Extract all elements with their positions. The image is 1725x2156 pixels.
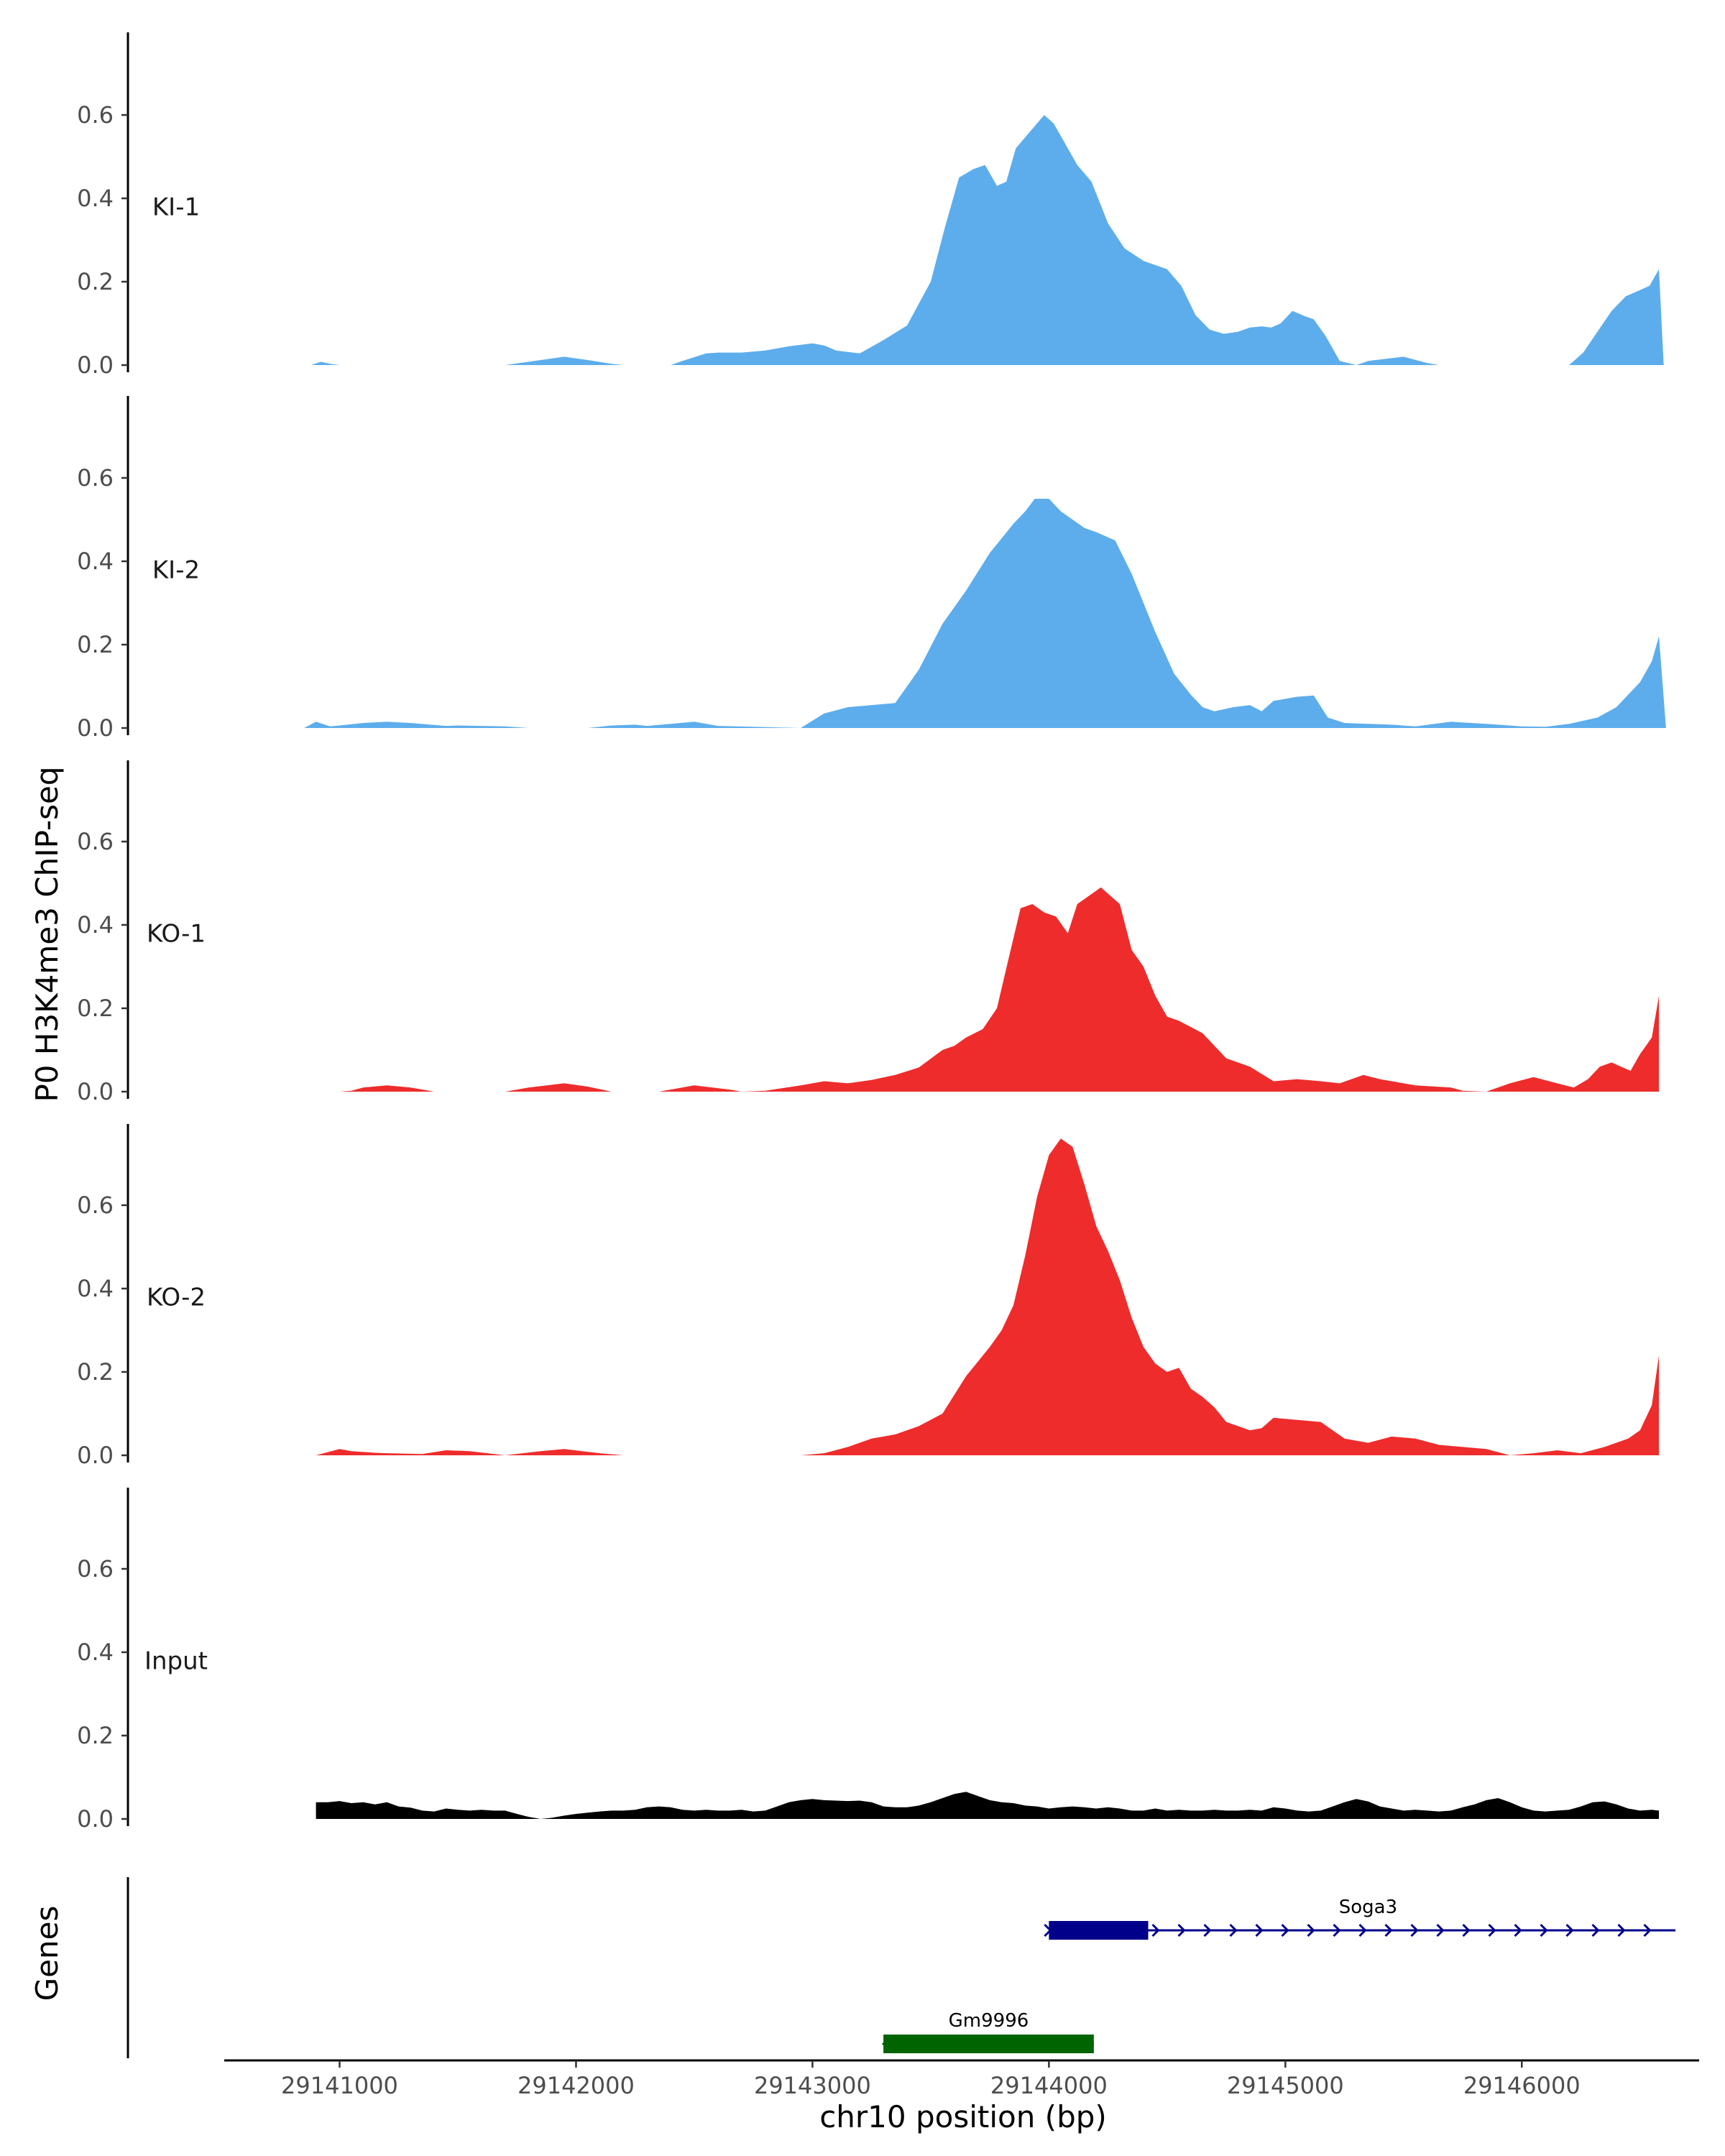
track-ko-1: 0.0 0.2 0.4 0.6 KO-1 (77, 760, 1660, 1105)
y-tick-label: 0.2 (77, 1722, 114, 1749)
strand-arrow-icon (1203, 1923, 1212, 1938)
strand-arrow-icon (1488, 1923, 1496, 1938)
track-label: KO-1 (147, 920, 206, 949)
signal-area (316, 1792, 1660, 1819)
strand-arrow-icon (1358, 1923, 1367, 1938)
strand-arrow-icon (1643, 1923, 1652, 1938)
strand-arrow-icon (1177, 1923, 1186, 1938)
track-ki-1: 0.0 0.2 0.4 0.6 KI-1 (77, 32, 1664, 379)
strand-arrow-icon (1044, 1923, 1052, 1938)
y-tick-label: 0.0 (77, 1078, 114, 1105)
y-tick-label: 0.0 (77, 1442, 114, 1469)
genes-axis-title: Genes (29, 1906, 65, 2001)
x-tick-label: 29146000 (1463, 2072, 1581, 2099)
signal-area (304, 499, 1666, 728)
strand-arrow-icon (1281, 1923, 1289, 1938)
track-ko-2: 0.0 0.2 0.4 0.6 KO-2 (77, 1124, 1660, 1469)
x-tick-label: 29141000 (281, 2072, 398, 2099)
y-axis-title: P0 H3K4me3 ChIP-seq (29, 766, 65, 1102)
x-tick-label: 29144000 (990, 2072, 1108, 2099)
signal-area (339, 887, 1660, 1092)
y-tick-label: 0.0 (77, 351, 114, 379)
y-tick-label: 0.6 (77, 828, 114, 855)
y-tick-label: 0.4 (77, 185, 114, 212)
strand-arrow-icon (1591, 1923, 1600, 1938)
strand-arrow-icon (1384, 1923, 1393, 1938)
y-tick-label: 0.4 (77, 911, 114, 939)
y-tick-label: 0.0 (77, 714, 114, 742)
strand-arrow-icon (1540, 1923, 1548, 1938)
strand-arrow-icon (1514, 1923, 1522, 1938)
y-tick-label: 0.0 (77, 1805, 114, 1833)
tracks-layer: 0.00.20.40.6KI-10.00.20.40.6KI-20.00.20.… (77, 32, 1666, 1833)
strand-arrow-icon (1229, 1923, 1238, 1938)
signal-area (311, 115, 1664, 365)
y-tick-label: 0.6 (77, 1192, 114, 1219)
track-label: KI-2 (152, 556, 200, 585)
gene-gm9996: Gm9996 (881, 2010, 1094, 2053)
y-tick-label: 0.4 (77, 1275, 114, 1302)
signal-area (316, 1138, 1660, 1455)
genes-panel: Soga3 Gm9996 (126, 1877, 1676, 2058)
strand-arrow-icon (1410, 1923, 1419, 1938)
strand-arrow-icon (1255, 1923, 1264, 1938)
x-tick-label: 29143000 (754, 2072, 871, 2099)
x-axis-title: chr10 position (bp) (819, 2099, 1107, 2134)
strand-arrow-icon (1462, 1923, 1471, 1938)
y-tick-label: 0.6 (77, 464, 114, 492)
x-tick-label: 29145000 (1227, 2072, 1344, 2099)
x-tick-label: 29142000 (518, 2072, 635, 2099)
strand-arrow-icon (881, 2037, 891, 2051)
gene-exon-block (1049, 1921, 1149, 1940)
x-axis: 29141000 29142000 29143000 29144000 29145000… (224, 2059, 1699, 2099)
gene-label: Soga3 (1339, 1897, 1397, 1918)
y-tick-label: 0.2 (77, 1358, 114, 1386)
strand-arrow-icon (1307, 1923, 1315, 1938)
track-ki-2: 0.0 0.2 0.4 0.6 KI-2 (77, 396, 1666, 742)
y-tick-label: 0.2 (77, 995, 114, 1022)
y-tick-label: 0.4 (77, 1639, 114, 1666)
track-label: KO-2 (147, 1284, 206, 1312)
gene-label: Gm9996 (949, 2010, 1029, 2032)
track-label: Input (144, 1647, 208, 1676)
y-tick-label: 0.2 (77, 268, 114, 295)
strand-arrow-icon (1151, 1923, 1160, 1938)
y-tick-label: 0.6 (77, 1555, 114, 1583)
gene-soga3: Soga3 (1044, 1897, 1676, 1940)
y-tick-label: 0.2 (77, 631, 114, 658)
strand-arrow-icon (1333, 1923, 1341, 1938)
y-tick-label: 0.4 (77, 548, 114, 575)
strand-arrow-icon (1617, 1923, 1626, 1938)
track-label: KI-1 (152, 193, 200, 222)
track-input: 0.0 0.2 0.4 0.6 Input (77, 1488, 1660, 1833)
gene-exon-block (883, 2035, 1094, 2053)
strand-arrow-icon (1565, 1923, 1574, 1938)
strand-arrow-icon (1436, 1923, 1445, 1938)
y-tick-label: 0.6 (77, 101, 114, 129)
